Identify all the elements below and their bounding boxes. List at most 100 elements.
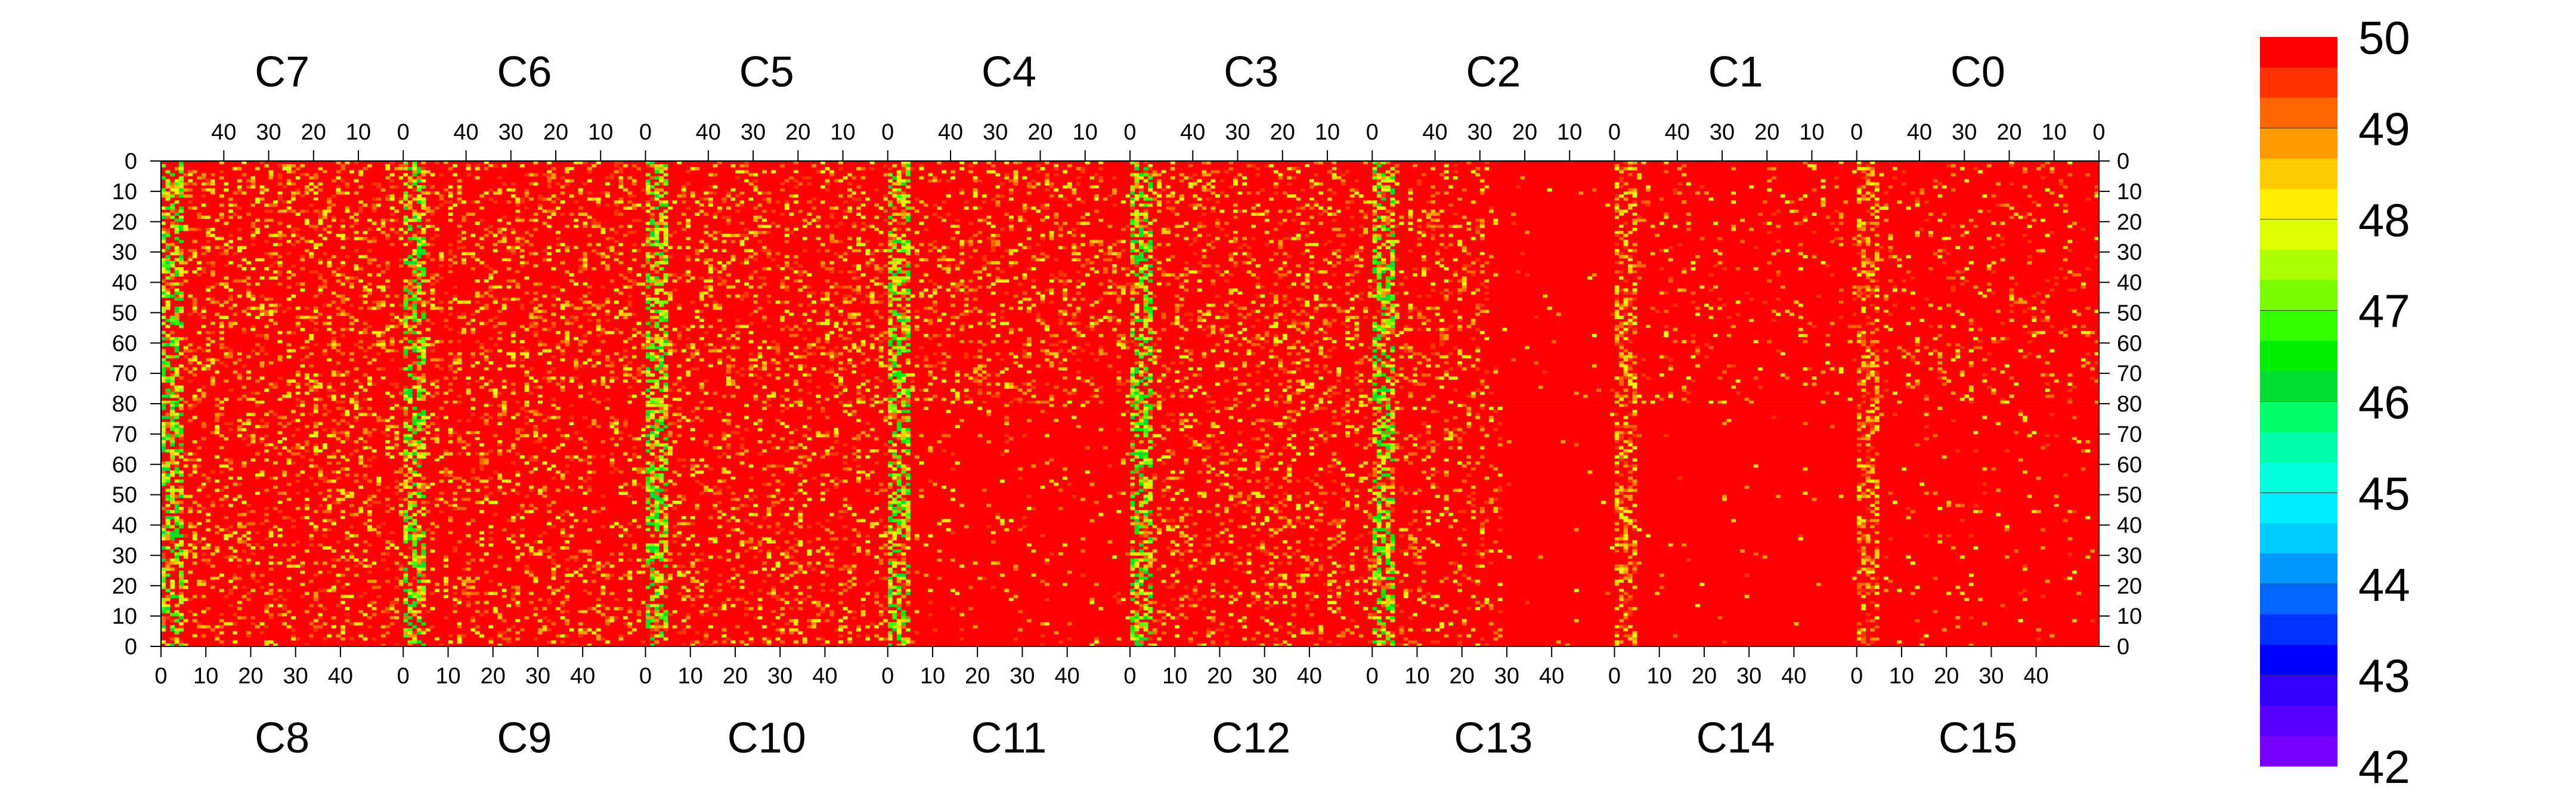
heatmap-cell xyxy=(524,370,530,374)
heatmap-cell xyxy=(780,191,785,195)
heatmap-cell xyxy=(574,282,579,286)
heatmap-cell xyxy=(605,164,610,168)
heatmap-cell xyxy=(896,173,902,177)
heatmap-cell xyxy=(892,164,897,168)
heatmap-cell xyxy=(771,309,776,313)
heatmap-cell xyxy=(982,264,987,268)
heatmap-cell xyxy=(537,224,543,228)
heatmap-cell xyxy=(551,321,556,326)
heatmap-cell xyxy=(255,315,260,319)
heatmap-cell xyxy=(385,324,391,329)
heatmap-cell xyxy=(739,200,745,204)
heatmap-cell xyxy=(421,231,426,234)
heatmap-cell xyxy=(224,218,229,222)
heatmap-cell xyxy=(519,324,525,329)
heatmap-cell xyxy=(161,194,166,198)
heatmap-cell xyxy=(475,294,480,298)
heatmap-cell xyxy=(905,315,911,319)
heatmap-cell xyxy=(488,318,494,323)
heatmap-cell xyxy=(188,291,193,295)
heatmap-cell xyxy=(277,243,283,246)
heatmap-cell xyxy=(170,194,175,198)
heatmap-cell xyxy=(596,224,601,228)
heatmap-cell xyxy=(565,249,569,253)
heatmap-cell xyxy=(506,209,512,213)
heatmap-cell xyxy=(672,382,677,386)
heatmap-cell xyxy=(537,282,543,286)
heatmap-cell xyxy=(515,358,521,362)
heatmap-cell xyxy=(847,318,852,323)
heatmap-cell xyxy=(686,237,691,240)
heatmap-cell xyxy=(820,346,825,349)
heatmap-cell xyxy=(775,301,781,304)
heatmap-cell xyxy=(421,185,426,189)
heatmap-cell xyxy=(995,279,1001,283)
heatmap-cell xyxy=(955,324,960,329)
heatmap-cell xyxy=(331,370,336,374)
heatmap-cell xyxy=(268,264,274,268)
heatmap-cell xyxy=(578,340,583,343)
heatmap-cell xyxy=(869,252,875,256)
heatmap-cell xyxy=(389,212,395,216)
heatmap-cell xyxy=(600,376,606,380)
heatmap-cell xyxy=(811,224,816,228)
heatmap-cell xyxy=(510,355,516,359)
heatmap-cell xyxy=(905,330,911,335)
heatmap-cell xyxy=(968,309,974,313)
heatmap-cell xyxy=(304,315,309,319)
heatmap-cell xyxy=(170,385,175,389)
heatmap-cell xyxy=(425,373,431,377)
heatmap-cell xyxy=(380,270,386,274)
heatmap-cell xyxy=(869,261,875,265)
heatmap-cell xyxy=(493,249,498,253)
heatmap-cell xyxy=(645,267,651,271)
heatmap-cell xyxy=(242,234,247,237)
heatmap-cell xyxy=(704,255,709,259)
heatmap-cell xyxy=(519,243,525,246)
heatmap-cell xyxy=(336,176,341,179)
heatmap-cell xyxy=(201,306,206,310)
heatmap-cell xyxy=(345,255,350,259)
heatmap-cell xyxy=(762,276,767,280)
heatmap-cell xyxy=(475,221,480,225)
heatmap-cell xyxy=(300,349,305,352)
heatmap-cell xyxy=(672,400,677,404)
heatmap-cell xyxy=(367,240,372,243)
heatmap-cell xyxy=(273,352,278,355)
heatmap-cell xyxy=(838,309,843,313)
heatmap-cell xyxy=(398,367,404,371)
heatmap-cell xyxy=(179,364,184,368)
heatmap-cell xyxy=(887,267,893,271)
heatmap-cell xyxy=(560,279,565,283)
heatmap-cell xyxy=(170,394,175,398)
heatmap-cell xyxy=(170,391,175,395)
heatmap-cell xyxy=(901,194,906,198)
heatmap-cell xyxy=(363,330,368,335)
heatmap-cell xyxy=(448,340,453,343)
heatmap-cell xyxy=(286,391,292,395)
heatmap-cell xyxy=(161,294,166,298)
heatmap-cell xyxy=(497,376,503,380)
heatmap-cell xyxy=(425,249,431,253)
heatmap-cell xyxy=(609,330,615,335)
heatmap-cell xyxy=(439,173,444,177)
heatmap-cell xyxy=(834,224,839,228)
heatmap-cell xyxy=(407,218,413,222)
heatmap-cell xyxy=(237,376,242,380)
heatmap-cell xyxy=(825,221,830,225)
heatmap-cell xyxy=(834,394,839,398)
heatmap-cell xyxy=(421,237,426,240)
heatmap-cell xyxy=(237,206,242,210)
heatmap-cell xyxy=(973,370,978,374)
heatmap-cell xyxy=(807,343,812,346)
heatmap-cell xyxy=(416,249,422,253)
heatmap-cell xyxy=(242,164,247,168)
heatmap-cell xyxy=(453,288,457,292)
heatmap-cell xyxy=(1008,400,1014,404)
heatmap-cell xyxy=(663,309,668,313)
heatmap-cell xyxy=(407,367,413,371)
heatmap-cell xyxy=(928,197,933,201)
heatmap-cell xyxy=(762,352,767,355)
heatmap-cell xyxy=(623,267,628,271)
heatmap-cell xyxy=(636,167,642,171)
